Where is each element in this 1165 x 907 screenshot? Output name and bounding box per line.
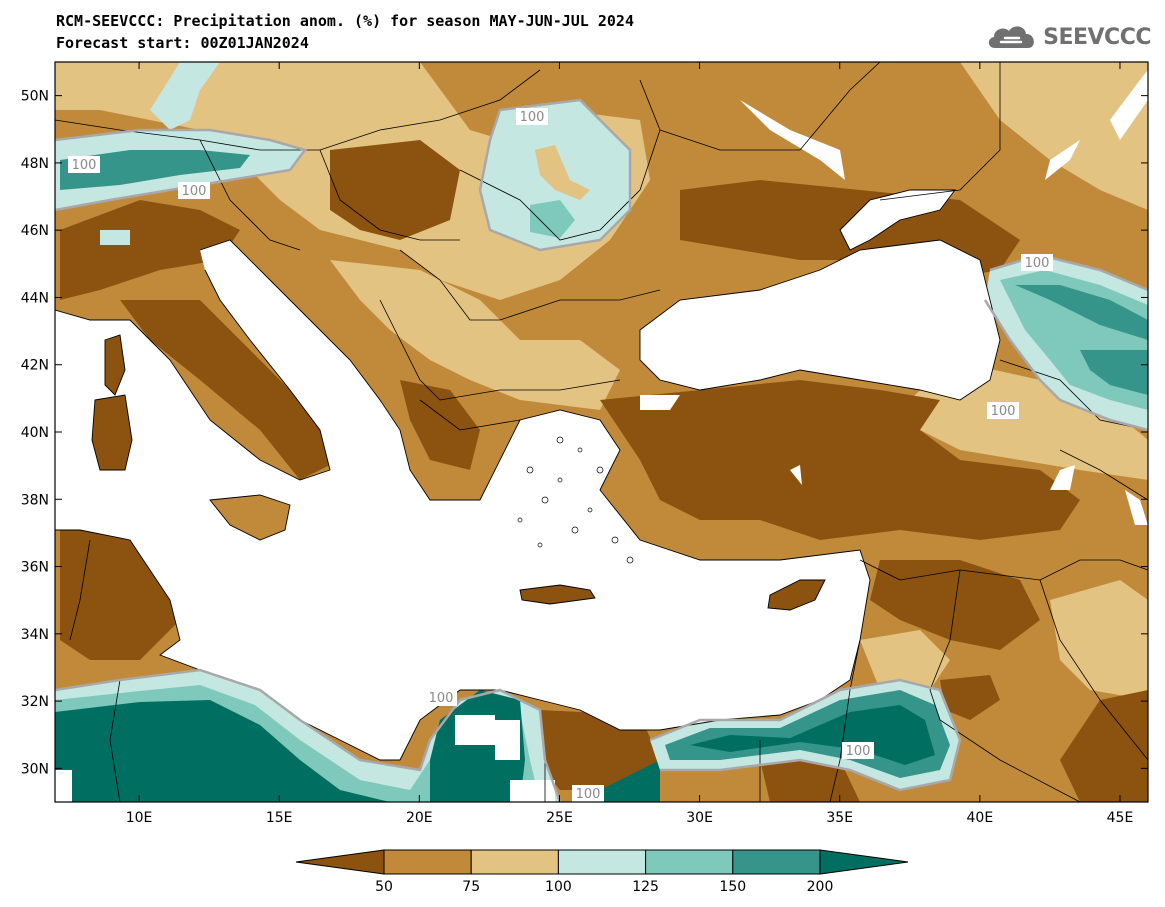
sardinia xyxy=(92,395,132,470)
contour-100 xyxy=(55,98,1148,802)
seevccc-logo: SEEVCCC xyxy=(985,22,1151,52)
colorbar-label: 200 xyxy=(807,879,834,895)
missing-data-patch xyxy=(510,780,555,802)
colorbar-label: 125 xyxy=(632,879,659,895)
contour-label: 100 xyxy=(846,744,871,759)
lat-tick-label: 48N xyxy=(21,156,49,172)
aegean-islands xyxy=(517,436,634,564)
forecast-start: Forecast start: 00Z01JAN2024 xyxy=(56,34,309,52)
river-dnieper xyxy=(740,100,845,180)
reservoir xyxy=(1045,120,1090,180)
wet-extreme-egypt-coast xyxy=(600,760,660,802)
wet-alps xyxy=(60,150,250,190)
colorbar-segment xyxy=(732,849,821,875)
lat-tick-label: 40N xyxy=(21,425,49,441)
lat-tick-label: 50N xyxy=(21,89,49,105)
colorbar-label: 150 xyxy=(719,879,746,895)
colorbar-label: 75 xyxy=(462,879,480,895)
map-title: RCM-SEEVCCC: Precipitation anom. (%) for… xyxy=(56,12,634,30)
lake-tuz xyxy=(790,465,802,485)
contour-labels: 100 100 100 100 100 100 100 100 xyxy=(68,108,1053,802)
tan-hole-carpathians xyxy=(535,145,590,200)
dry-greece xyxy=(400,380,480,470)
contour-label: 100 xyxy=(182,184,207,199)
colorbar-label: 100 xyxy=(545,879,572,895)
wet-extreme-libya-central xyxy=(430,690,525,802)
wet-strong-caucasus xyxy=(1015,285,1148,340)
corsica xyxy=(105,335,125,395)
lake-van xyxy=(1050,465,1075,490)
lon-tick-label: 35E xyxy=(826,810,853,826)
dry-italy xyxy=(120,300,340,480)
wet-strong-georgia xyxy=(1080,350,1148,395)
contour-label: 100 xyxy=(72,158,97,173)
colorbar-segment xyxy=(819,849,909,875)
missing-data-patch xyxy=(55,770,72,802)
anomaly-field xyxy=(55,62,1148,802)
sea-of-azov xyxy=(840,190,955,250)
lat-tick-label: 46N xyxy=(21,223,49,239)
logo-text: SEEVCCC xyxy=(1043,24,1151,50)
sicily xyxy=(210,495,290,540)
country-borders xyxy=(55,62,1148,802)
lon-tick-label: 10E xyxy=(126,810,153,826)
cloud-icon xyxy=(988,26,1034,48)
colorbar-segment xyxy=(557,849,647,875)
dry-egypt-south xyxy=(760,760,860,802)
missing-data-patch xyxy=(455,715,495,745)
lon-tick-label: 25E xyxy=(546,810,573,826)
colorbar-segment xyxy=(383,849,472,875)
lon-tick-label: 45E xyxy=(1107,810,1134,826)
lat-tick-label: 34N xyxy=(21,627,49,643)
colorbar-segment xyxy=(295,849,385,875)
lon-tick-label: 20E xyxy=(406,810,433,826)
dry-anatolia xyxy=(600,380,1080,540)
lat-tick-label: 44N xyxy=(21,290,49,306)
lat-tick-label: 42N xyxy=(21,358,49,374)
missing-data-patch xyxy=(495,720,520,760)
dry-alps xyxy=(60,200,240,300)
crete xyxy=(520,585,595,604)
lat-tick-label: 38N xyxy=(21,492,49,508)
lat-tick-label: 36N xyxy=(21,560,49,576)
tan-balkans xyxy=(330,260,620,410)
colorbar-segment xyxy=(470,849,559,875)
contour-label: 100 xyxy=(520,110,545,125)
tan-northeast xyxy=(960,62,1148,210)
wet-extreme-libya-west xyxy=(55,700,390,802)
lat-tick-label: 32N xyxy=(21,694,49,710)
tan-middle-east xyxy=(1050,580,1148,700)
dry-pannonia xyxy=(330,140,460,240)
dry-jordan-patch xyxy=(940,675,1000,720)
contour-label: 100 xyxy=(576,787,601,802)
contour-label: 100 xyxy=(429,691,454,706)
black-sea xyxy=(640,240,1000,400)
contour-label: 100 xyxy=(1025,256,1050,271)
wet-light-germany xyxy=(150,62,220,130)
latitude-axis: 30N 32N 34N 36N 38N 40N 42N 44N 46N 48N 50N xyxy=(21,89,1148,777)
dry-iraq-south xyxy=(1060,690,1148,802)
river-don xyxy=(1110,70,1148,140)
lon-tick-label: 30E xyxy=(686,810,713,826)
sea-of-marmara xyxy=(640,395,680,410)
colorbar-label: 50 xyxy=(375,879,393,895)
lon-tick-label: 40E xyxy=(967,810,994,826)
lat-tick-label: 30N xyxy=(21,761,49,777)
tan-levant xyxy=(860,630,950,690)
longitude-axis: 10E 15E 20E 25E 30E 35E 40E 45E xyxy=(126,62,1134,826)
wet-carpathians xyxy=(530,200,575,238)
contour-label: 100 xyxy=(991,404,1016,419)
lake-urmia xyxy=(1125,490,1148,525)
colorbar-segment xyxy=(645,849,734,875)
colorbar: 50 75 100 125 150 200 xyxy=(295,849,909,895)
cyprus xyxy=(768,580,825,610)
wet-light-alps-patch xyxy=(100,230,130,245)
lon-tick-label: 15E xyxy=(266,810,293,826)
